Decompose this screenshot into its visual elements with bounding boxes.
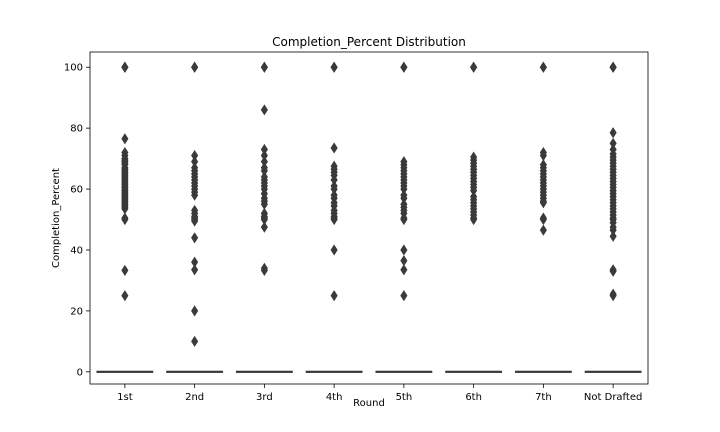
x-tick-label: Not Drafted — [584, 392, 642, 403]
outlier-point — [330, 290, 338, 302]
y-tick-label: 40 — [70, 245, 83, 256]
outlier-point — [400, 255, 408, 267]
y-tick-label: 0 — [77, 367, 83, 378]
y-axis: 0 20 40 60 80 100 — [64, 63, 90, 378]
y-tick-label: 100 — [64, 63, 83, 74]
outlier-point — [191, 305, 199, 317]
outlier-point — [609, 61, 617, 73]
outlier-point — [121, 133, 129, 145]
outlier-point — [121, 61, 129, 73]
y-tick-label: 60 — [70, 185, 83, 196]
outlier-point — [609, 230, 617, 242]
x-tick-label: 3rd — [256, 392, 273, 403]
outlier-point — [400, 264, 408, 276]
outlier-point — [191, 61, 199, 73]
outlier-point — [609, 127, 617, 139]
outlier-point — [400, 213, 408, 226]
outlier-point — [400, 61, 408, 73]
outliers-layer — [121, 61, 617, 347]
outlier-point — [539, 224, 547, 236]
x-tick-label: 5th — [396, 392, 413, 403]
outlier-point — [191, 232, 199, 244]
y-tick-label: 20 — [70, 306, 83, 317]
outlier-point — [330, 213, 338, 226]
outlier-point — [400, 244, 408, 256]
outlier-point — [609, 265, 617, 277]
outlier-point — [470, 213, 478, 226]
outlier-point — [400, 290, 408, 302]
outlier-point — [609, 290, 617, 302]
outlier-point — [330, 142, 338, 154]
x-tick-label: 4th — [326, 392, 343, 403]
outlier-point — [121, 213, 129, 226]
outlier-point — [539, 61, 547, 73]
outlier-point — [121, 264, 129, 276]
chart-title: Completion_Percent Distribution — [272, 35, 466, 49]
x-axis: 1st 2nd 3rd 4th 5th 6th 7th Not Drafted — [117, 384, 642, 403]
outlier-point — [191, 264, 199, 276]
outlier-point — [260, 221, 268, 233]
outlier-point — [260, 264, 268, 276]
y-tick-label: 80 — [70, 124, 83, 135]
x-tick-label: 1st — [117, 392, 133, 403]
outlier-point — [260, 61, 268, 73]
outlier-point — [121, 290, 129, 302]
x-tick-label: 6th — [465, 392, 482, 403]
outlier-point — [330, 61, 338, 73]
boxes-layer — [96, 370, 642, 373]
x-tick-label: 2nd — [185, 392, 204, 403]
outlier-point — [191, 215, 199, 227]
outlier-point — [191, 189, 199, 201]
y-axis-label: Completion_Percent — [51, 168, 62, 268]
outlier-point — [539, 197, 547, 209]
outlier-point — [191, 335, 199, 347]
outlier-point — [260, 104, 268, 116]
outlier-point — [470, 61, 478, 73]
outlier-point — [330, 244, 338, 256]
x-axis-label: Round — [353, 398, 385, 409]
outlier-point — [539, 213, 547, 226]
x-tick-label: 7th — [535, 392, 552, 403]
plot-area-frame — [89, 51, 649, 385]
